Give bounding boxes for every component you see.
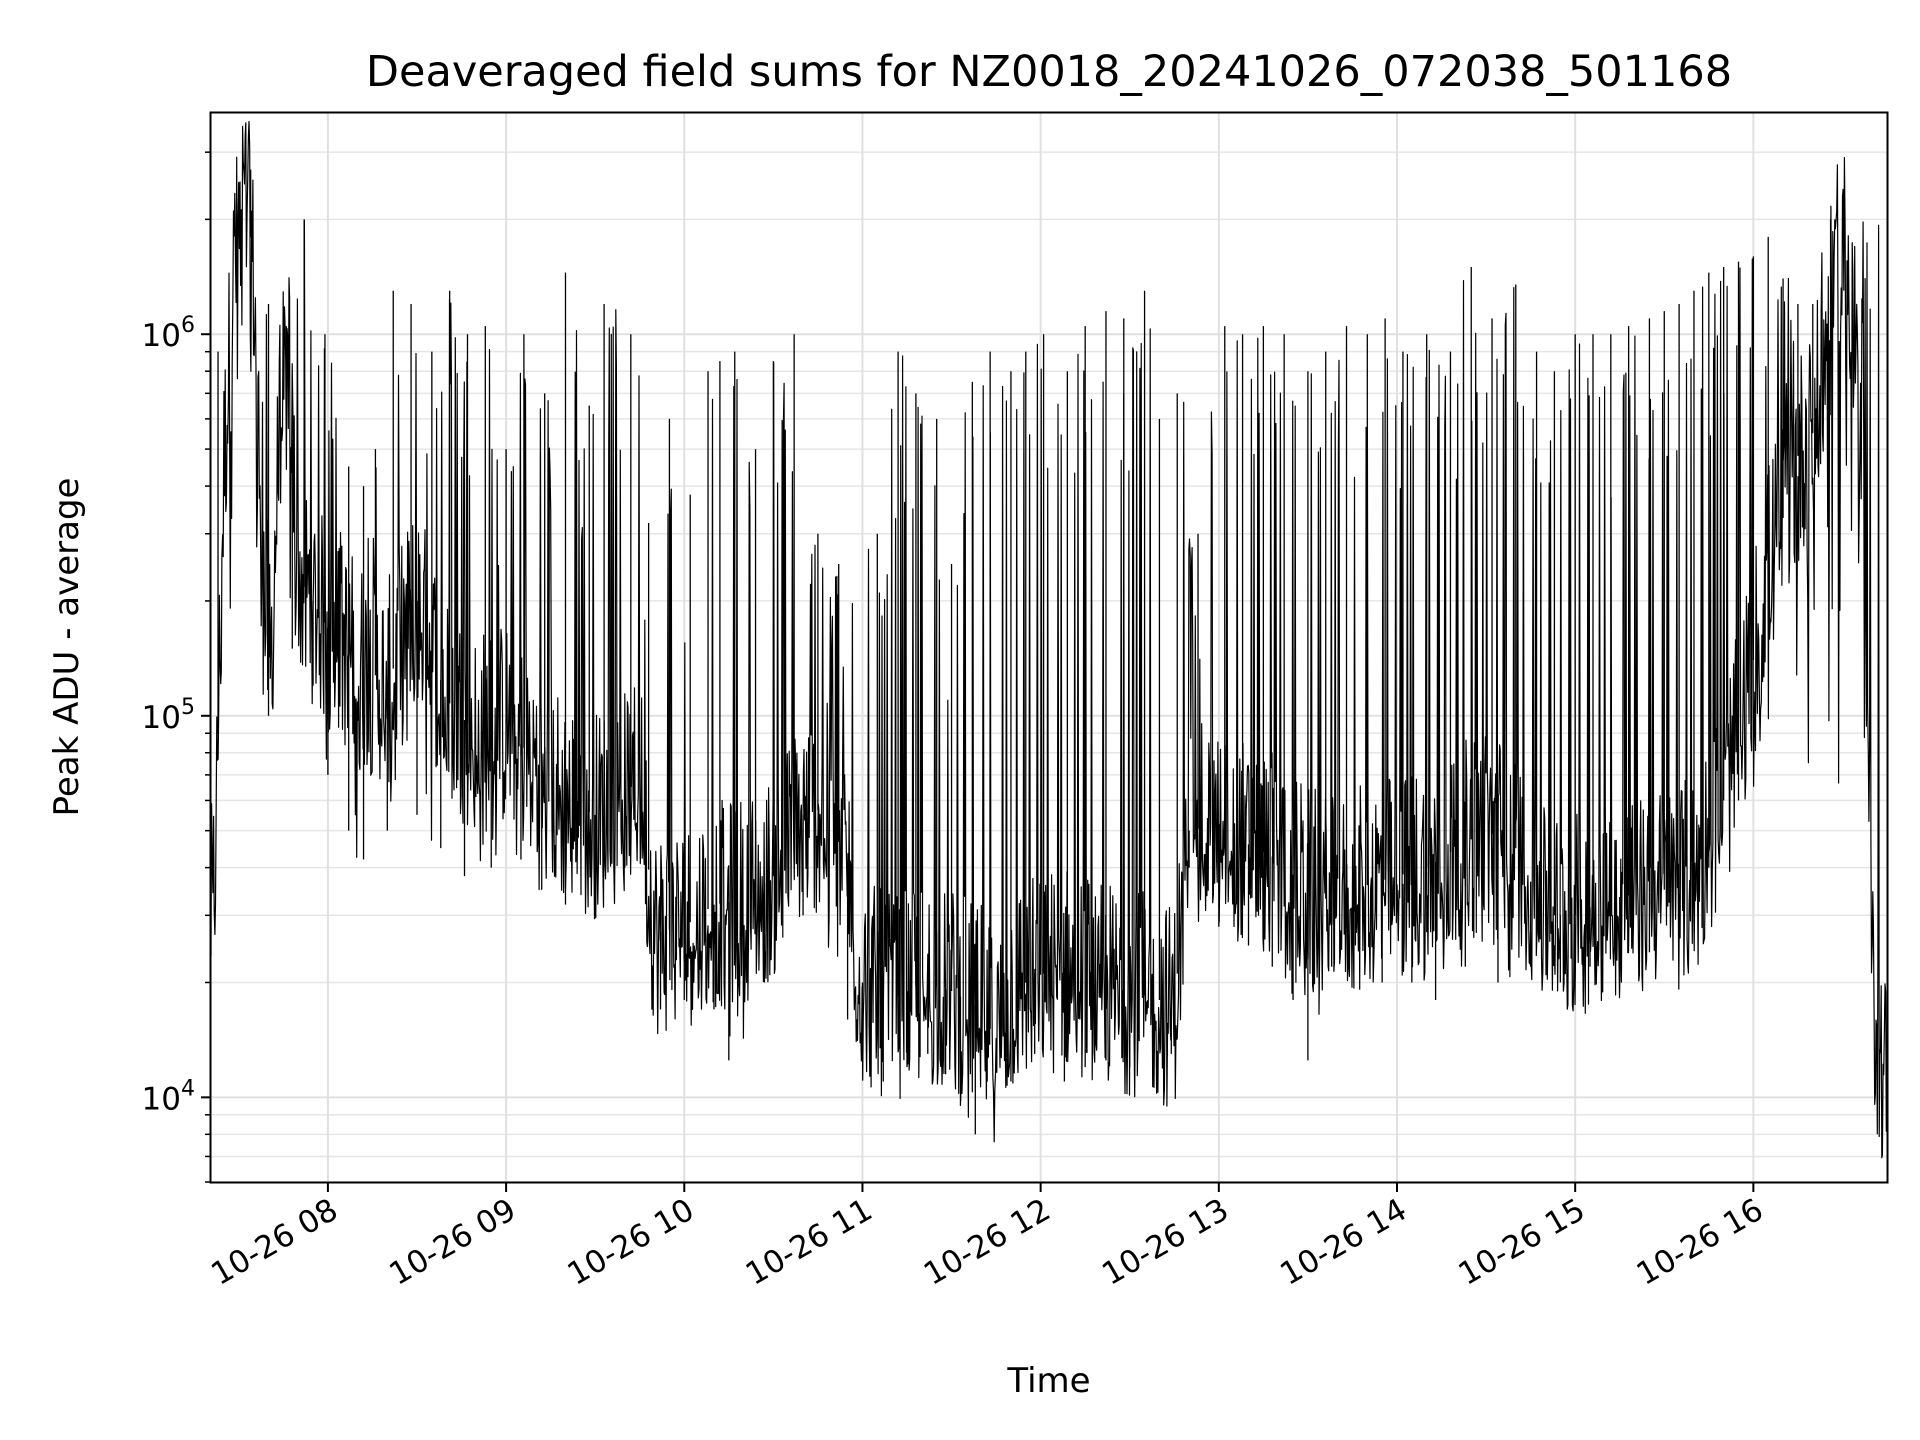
y-tick-label: 104 <box>142 1076 195 1117</box>
y-axis: 104 105 106 <box>142 151 211 1183</box>
x-tick-label: 10-26 15 <box>1452 1192 1591 1293</box>
chart-title: Deaveraged field sums for NZ0018_2024102… <box>366 47 1732 97</box>
x-axis: 10-26 08 10-26 09 10-26 10 10-26 11 10-26 12… <box>205 1182 1769 1293</box>
x-tick-label: 10-26 10 <box>562 1192 701 1293</box>
x-axis-title: Time <box>1006 1361 1090 1401</box>
x-tick-label: 10-26 08 <box>205 1192 344 1293</box>
y-tick-label: 105 <box>142 695 195 736</box>
x-tick-label: 10-26 16 <box>1631 1192 1770 1293</box>
data-series <box>210 120 1888 1159</box>
y-axis-title: Peak ADU - average <box>47 478 87 817</box>
data-line <box>210 120 1888 1159</box>
y-tick-label: 106 <box>142 313 195 354</box>
plot-frame <box>209 111 1889 1184</box>
x-tick-label: 10-26 14 <box>1274 1192 1413 1293</box>
x-tick-label: 10-26 11 <box>740 1192 879 1293</box>
x-tick-label: 10-26 13 <box>1096 1192 1235 1293</box>
x-tick-label: 10-26 12 <box>918 1192 1057 1293</box>
x-tick-label: 10-26 09 <box>383 1192 522 1293</box>
